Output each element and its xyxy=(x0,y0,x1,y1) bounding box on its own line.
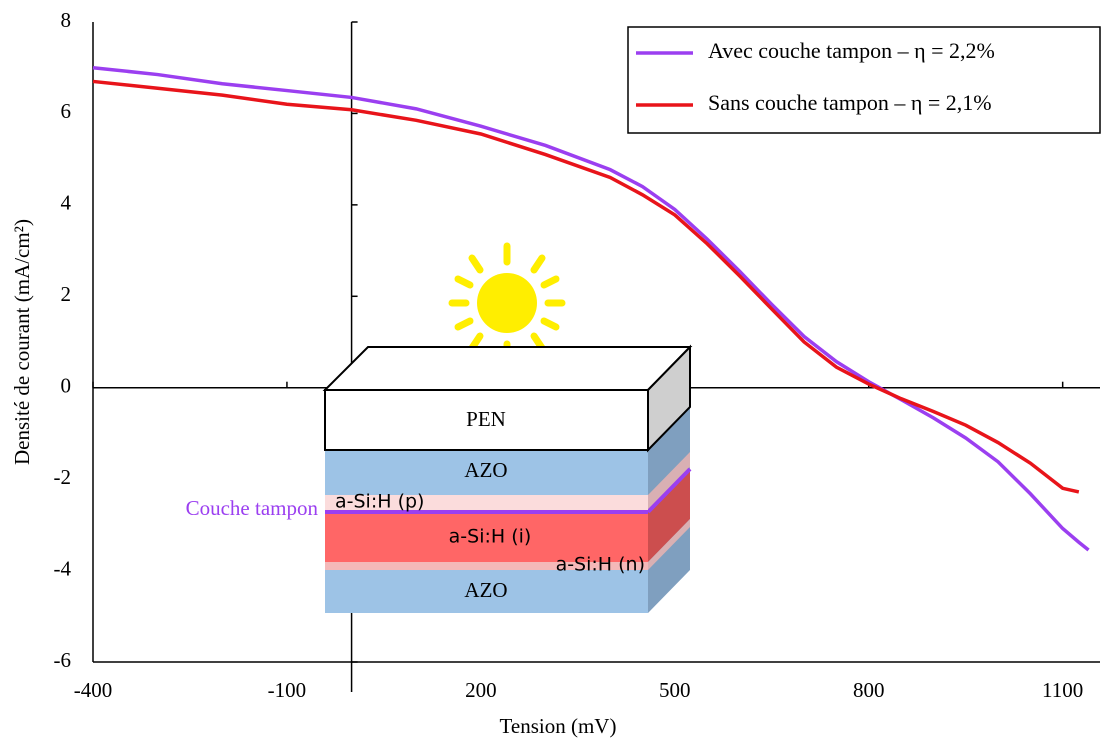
y-tick-label: 8 xyxy=(61,8,72,32)
layer-azo xyxy=(325,450,648,495)
series-line xyxy=(92,79,1080,494)
legend-box xyxy=(627,26,1101,134)
pen-top xyxy=(322,346,693,391)
x-tick-label: 500 xyxy=(659,678,691,702)
x-tick-label: 800 xyxy=(853,678,885,702)
y-tick-label: 0 xyxy=(61,374,72,398)
x-tick-label: -100 xyxy=(268,678,307,702)
legend-label: Avec couche tampon – η = 2,2% xyxy=(708,38,995,63)
side-p xyxy=(648,452,690,510)
series-line xyxy=(92,65,1090,552)
layer-p xyxy=(325,495,648,512)
legend-label: Sans couche tampon – η = 2,1% xyxy=(708,90,992,115)
y-axis-label: Densité de courant (mA/cm²) xyxy=(10,219,34,465)
layer-label: a-Si:H (i) xyxy=(449,526,532,548)
layer-label: a-Si:H (n) xyxy=(556,554,645,576)
side-buffer xyxy=(646,467,692,514)
y-tick-label: 2 xyxy=(61,282,72,306)
x-tick-label: 1100 xyxy=(1042,678,1083,702)
side-n xyxy=(648,519,690,570)
layer-label: AZO xyxy=(464,578,507,602)
x-axis-label: Tension (mV) xyxy=(500,714,617,738)
y-tick-label: 6 xyxy=(61,99,72,123)
layer-azo xyxy=(325,570,648,613)
x-tick-label: 200 xyxy=(465,678,497,702)
side-i xyxy=(648,469,690,562)
layer-n xyxy=(325,562,648,570)
y-tick-label: -6 xyxy=(54,648,72,672)
annotation: Couche tampon xyxy=(186,496,319,520)
pen-front xyxy=(324,389,649,451)
layer-label: a-Si:H (p) xyxy=(335,491,424,513)
layer-i xyxy=(325,512,648,562)
y-tick-label: -4 xyxy=(54,556,72,580)
x-tick-label: -400 xyxy=(74,678,113,702)
y-tick-label: 4 xyxy=(61,191,72,215)
inset-diagram: PEN AZO a-Si:H (p) a-Si:H (i) a-Si:H (n)… xyxy=(186,242,693,613)
sun xyxy=(477,273,537,333)
y-tick-label: -2 xyxy=(54,465,72,489)
layer-label: AZO xyxy=(464,458,507,482)
layer-label: PEN xyxy=(466,407,506,431)
